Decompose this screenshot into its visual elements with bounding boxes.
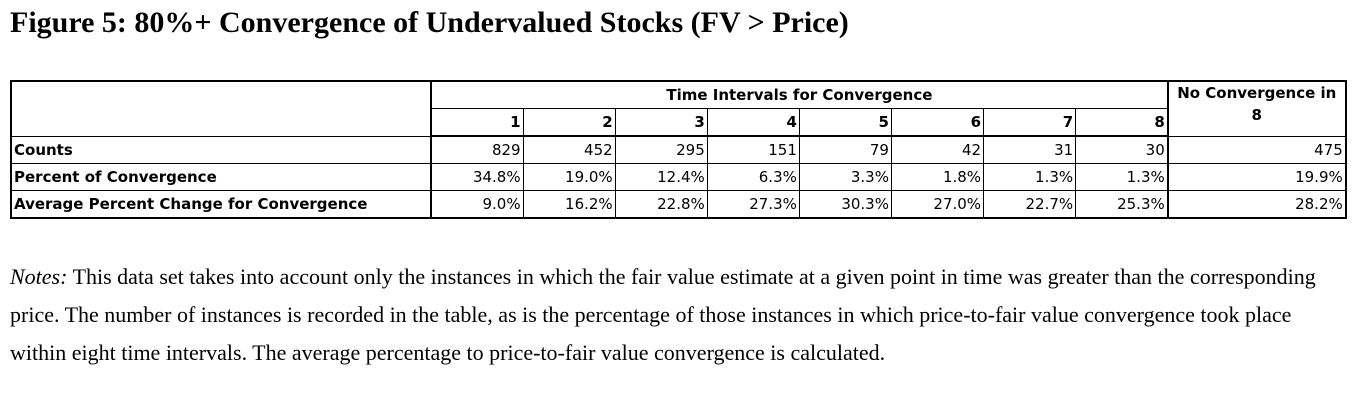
cell: 1.3% — [1075, 163, 1169, 191]
notes-label: Notes: — [10, 264, 68, 289]
cell: 27.0% — [890, 190, 985, 219]
table-row: Percent of Convergence 34.8% 19.0% 12.4% 6.3… — [10, 163, 1347, 191]
row-label: Percent of Convergence — [10, 163, 432, 191]
row-label: Average Percent Change for Convergence — [10, 190, 432, 219]
cell: 829 — [430, 135, 524, 164]
cell: 25.3% — [1075, 190, 1169, 219]
notes: Notes: This data set takes into account … — [10, 258, 1330, 372]
column-header: 3 — [614, 108, 708, 137]
column-header: 5 — [798, 108, 892, 137]
cell: 34.8% — [430, 163, 524, 191]
cell: 19.0% — [522, 163, 616, 191]
column-header: 6 — [890, 108, 985, 137]
cell: 151 — [706, 135, 800, 164]
cell: 19.9% — [1166, 163, 1347, 191]
cell: 6.3% — [706, 163, 800, 191]
row-label: Counts — [10, 135, 432, 164]
cell: 16.2% — [522, 190, 616, 219]
column-header: 1 — [430, 108, 524, 137]
cell: 28.2% — [1166, 190, 1347, 219]
cell: 9.0% — [430, 190, 524, 219]
cell: 1.3% — [983, 163, 1077, 191]
cell: 42 — [890, 135, 985, 164]
column-header: 8 — [1075, 108, 1169, 137]
notes-text: This data set takes into account only th… — [10, 264, 1316, 365]
cell: 22.7% — [983, 190, 1077, 219]
cell: 27.3% — [706, 190, 800, 219]
cell: 452 — [522, 135, 616, 164]
column-header: 4 — [706, 108, 800, 137]
cell: 30.3% — [798, 190, 892, 219]
corner-cell — [10, 80, 432, 137]
cell: 295 — [614, 135, 708, 164]
cell: 31 — [983, 135, 1077, 164]
cell: 22.8% — [614, 190, 708, 219]
cell: 1.8% — [890, 163, 985, 191]
cell: 30 — [1075, 135, 1169, 164]
header-row: Time Intervals for Convergence No Converg… — [10, 80, 1347, 137]
cell: 79 — [798, 135, 892, 164]
table-row: Average Percent Change for Convergence 9.… — [10, 190, 1347, 219]
group-header: Time Intervals for Convergence — [430, 80, 1169, 109]
extra-header: No Convergence in 8 — [1166, 80, 1347, 137]
cell: 12.4% — [614, 163, 708, 191]
column-header: 7 — [983, 108, 1077, 137]
cell: 475 — [1166, 135, 1347, 164]
column-header: 2 — [522, 108, 616, 137]
data-table: Time Intervals for Convergence No Converg… — [10, 80, 1347, 219]
table-row: Counts 829 452 295 151 79 42 31 30 475 — [10, 135, 1347, 164]
cell: 3.3% — [798, 163, 892, 191]
title: Figure 5: 80%+ Convergence of Undervalue… — [10, 6, 849, 39]
